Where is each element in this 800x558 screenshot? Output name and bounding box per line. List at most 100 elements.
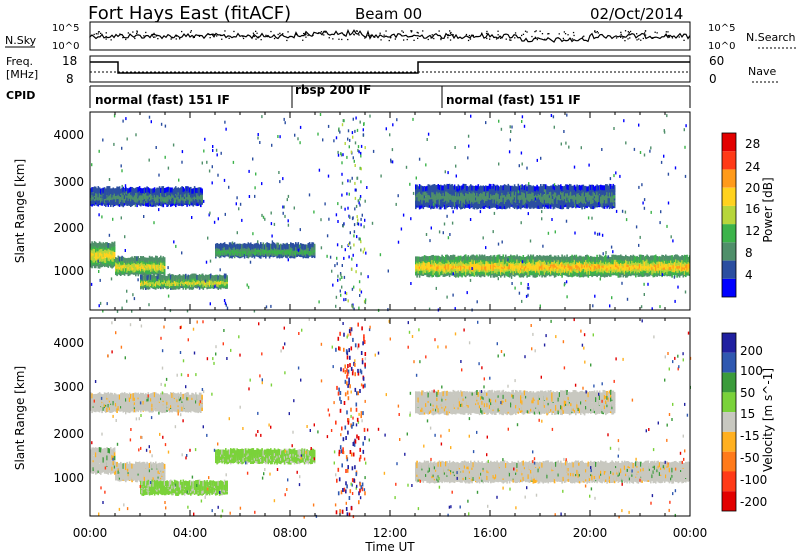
nsearch-dot (154, 36, 155, 37)
nsearch-dot (274, 38, 275, 39)
nsearch-dot (94, 34, 95, 35)
nsearch-dot (278, 34, 279, 35)
nsearch-tick-bottom-right: 10^0 (708, 41, 735, 52)
nsearch-dot (287, 31, 288, 32)
nsearch-dot (380, 39, 381, 40)
nsearch-dot (486, 33, 487, 34)
nsearch-dot (243, 38, 244, 39)
nsearch-dot (125, 39, 126, 40)
nsearch-dot (523, 34, 524, 35)
nsearch-dot (286, 40, 287, 41)
nsearch-dot (216, 35, 217, 36)
nsearch-dot (598, 32, 599, 33)
nsearch-dot (157, 38, 158, 39)
nsearch-dot (143, 35, 144, 36)
nsearch-dot (510, 40, 511, 41)
nsearch-dot (447, 35, 448, 36)
nsearch-dot (220, 35, 221, 36)
nsearch-dot (440, 38, 441, 39)
nsearch-dot (122, 37, 123, 38)
nsearch-dot (412, 36, 413, 37)
freq-label-line2: [MHz] (6, 68, 38, 81)
freq-tick-18: 18 (62, 54, 77, 68)
nsearch-dot (417, 32, 418, 33)
nsearch-dot (368, 35, 369, 36)
nsearch-dot (450, 39, 451, 40)
nsearch-dot (318, 32, 319, 33)
power-cell (201, 189, 203, 194)
nsearch-dot (433, 38, 434, 39)
nsearch-dot (506, 39, 507, 40)
nsearch-dot (534, 31, 535, 32)
nsearch-dot (563, 38, 564, 39)
nsearch-dot (256, 33, 257, 34)
nsearch-dot (559, 33, 560, 34)
beam-title: Beam 00 (355, 5, 422, 23)
nsearch-dot (645, 31, 646, 32)
nsearch-dot (536, 30, 537, 31)
nsearch-dot (449, 30, 450, 31)
nsearch-dot (344, 34, 345, 35)
nsearch-dot (544, 39, 545, 40)
nsearch-dot (428, 39, 429, 40)
nsearch-dot (136, 33, 137, 34)
nsearch-label: N.Search (746, 31, 796, 44)
power-cell (314, 244, 316, 249)
nsearch-dot (515, 32, 516, 33)
nsearch-dot (119, 33, 120, 34)
nsearch-dot (208, 34, 209, 35)
nsearch-dot (370, 36, 371, 37)
nsearch-dot (447, 37, 448, 38)
nsearch-dot (176, 38, 177, 39)
nsearch-dot (481, 33, 482, 34)
nsearch-dot (179, 38, 180, 39)
nsearch-dot (597, 31, 598, 32)
nsearch-dot (401, 30, 402, 31)
nsearch-dot (430, 37, 431, 38)
nsearch-dot (353, 34, 354, 35)
nsearch-dot (625, 30, 626, 31)
nsearch-dot (358, 34, 359, 35)
nsearch-dot (468, 40, 469, 41)
nsearch-dot (422, 30, 423, 31)
nsearch-dot (572, 38, 573, 39)
nsearch-dot (106, 36, 107, 37)
nsearch-dot (573, 32, 574, 33)
radar-title: Fort Hays East (fitACF) (88, 3, 291, 24)
nsearch-dot (496, 38, 497, 39)
nsearch-dot (199, 36, 200, 37)
nsearch-dot (258, 36, 259, 37)
nsearch-dot (432, 34, 433, 35)
nave-tick-0: 0 (709, 72, 717, 86)
nsky-tick-bottom-left: 10^0 (52, 41, 79, 52)
nsearch-dot (486, 38, 487, 39)
nsearch-dot (224, 34, 225, 35)
nsky-label: N.Sky (5, 34, 37, 47)
nsearch-dot (668, 35, 669, 36)
nsearch-dot (672, 37, 673, 38)
nsearch-dot (403, 39, 404, 40)
nsearch-dot (229, 38, 230, 39)
nsearch-dot (282, 33, 283, 34)
nsearch-dot (645, 34, 646, 35)
nsearch-dot (526, 31, 527, 32)
nsearch-dot (628, 34, 629, 35)
nsearch-dot (629, 37, 630, 38)
nsearch-dot (500, 38, 501, 39)
nsearch-dot (493, 37, 494, 38)
nsearch-dot (111, 39, 112, 40)
nsearch-dot (267, 36, 268, 37)
nsearch-dot (302, 40, 303, 41)
nsearch-dot (497, 31, 498, 32)
cpid-label: CPID (6, 89, 35, 102)
nsearch-dot (181, 31, 182, 32)
nsearch-dot (171, 38, 172, 39)
power-cell (164, 257, 166, 262)
nsearch-dot (621, 34, 622, 35)
nsearch-dot (338, 39, 339, 40)
nsearch-dot (652, 38, 653, 39)
nsearch-dot (233, 31, 234, 32)
nsearch-dot (583, 36, 584, 37)
nsearch-dot (624, 40, 625, 41)
freq-label-line1: Freq. (6, 55, 33, 68)
